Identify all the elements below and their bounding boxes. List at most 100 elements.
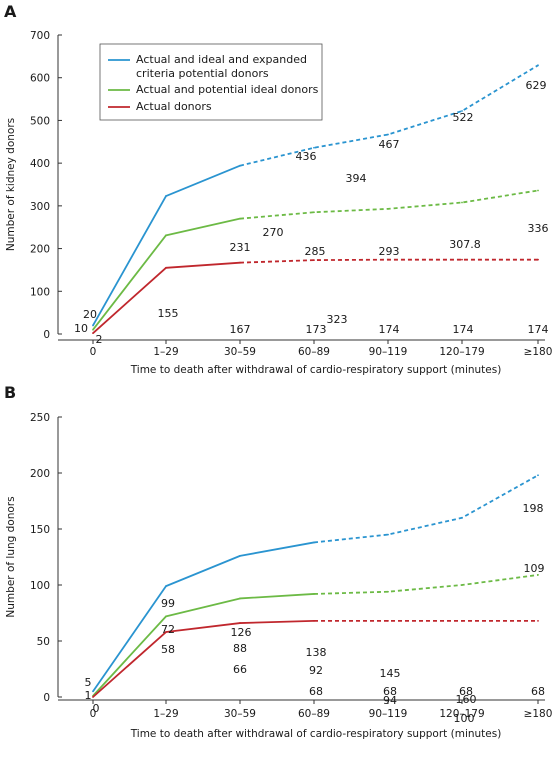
data-label: 68: [383, 685, 397, 698]
x-tick-label: 0: [90, 708, 97, 720]
data-label: 167: [230, 323, 251, 336]
data-label: 198: [523, 502, 544, 515]
x-tick-label: 60–89: [298, 346, 330, 358]
data-label: 100: [454, 712, 475, 725]
data-label: 126: [231, 626, 252, 639]
data-label: 629: [526, 79, 547, 92]
series-line-projected: [313, 474, 539, 544]
data-label: 68: [309, 685, 323, 698]
data-point: [387, 133, 389, 136]
data-point: [537, 64, 539, 67]
data-point: [537, 189, 539, 192]
legend-item: Actual donors: [108, 100, 212, 113]
data-label: 174: [379, 323, 400, 336]
series-line-projected: [239, 64, 539, 167]
data-label: 109: [524, 562, 545, 575]
x-tick-label: ≥180: [524, 346, 553, 358]
y-tick-label: 200: [30, 244, 50, 256]
y-tick-label: 600: [30, 73, 50, 85]
y-tick-label: 150: [30, 524, 50, 536]
data-point: [239, 164, 241, 167]
x-tick-label: 90–119: [369, 346, 408, 358]
y-tick-label: 400: [30, 158, 50, 170]
data-label: 2: [96, 333, 103, 346]
data-label: 394: [346, 172, 367, 185]
data-point: [165, 266, 167, 269]
y-tick-label: 100: [30, 580, 50, 592]
data-point: [313, 541, 315, 544]
data-point: [537, 258, 539, 261]
data-label: 467: [379, 138, 400, 151]
data-point: [461, 619, 463, 622]
data-point: [461, 258, 463, 261]
legend-label-line: Actual and ideal and expanded: [136, 53, 307, 66]
data-point: [313, 146, 315, 149]
data-point: [239, 554, 241, 557]
chart-panel-a: A 0 100 200 300 400 500 600 700 0 1–29 30–59 60–89 90…: [4, 2, 552, 376]
y-tick-label: 700: [30, 30, 50, 42]
data-label: 10: [74, 322, 88, 335]
data-point: [165, 585, 167, 588]
legend: Actual and ideal and expanded criteria po…: [99, 43, 323, 121]
x-tick-label: 120–179: [439, 708, 484, 720]
data-point: [387, 590, 389, 593]
y-tick-label: 250: [30, 412, 50, 424]
data-label: 20: [83, 308, 97, 321]
data-label: 231: [230, 241, 251, 254]
y-tick-label: 300: [30, 201, 50, 213]
data-label: 68: [531, 685, 545, 698]
y-tick-label: 200: [30, 468, 50, 480]
x-tick-label: 1–29: [153, 708, 178, 720]
legend-label: Actual and ideal and expanded criteria po…: [136, 53, 307, 80]
data-point: [239, 217, 241, 220]
x-tick-label: 30–59: [224, 346, 256, 358]
data-label: 138: [306, 646, 327, 659]
series-line-solid: [92, 619, 315, 698]
x-tick-label: 120–179: [439, 346, 484, 358]
legend-box: [99, 43, 323, 121]
series-line-solid: [92, 593, 315, 697]
legend-label-line: criteria potential donors: [136, 67, 269, 80]
data-label: 436: [296, 150, 317, 163]
data-label: 0: [93, 702, 100, 715]
y-axis-title: Number of kidney donors: [5, 118, 17, 251]
data-point: [313, 211, 315, 214]
legend-item: Actual and potential ideal donors: [108, 83, 319, 96]
data-point: [239, 597, 241, 600]
x-tick-label: 90–119: [369, 708, 408, 720]
series-line-projected: [313, 574, 539, 595]
data-point: [387, 619, 389, 622]
data-point: [537, 474, 539, 477]
data-point: [313, 259, 315, 262]
data-label: 99: [161, 597, 175, 610]
data-point: [537, 574, 539, 576]
data-point: [387, 258, 389, 261]
data-point: [537, 619, 539, 622]
data-label: 1: [85, 689, 92, 702]
data-point: [239, 261, 241, 264]
y-tick-label: 100: [30, 286, 50, 298]
panel-letter: A: [4, 2, 17, 21]
series-line-projected: [239, 189, 539, 220]
data-label: 94: [383, 694, 397, 707]
data-point: [239, 622, 241, 624]
x-tick-label: 0: [90, 346, 97, 358]
data-label: 72: [161, 623, 175, 636]
data-label: 173: [306, 323, 327, 336]
x-axis-title: Time to death after withdrawal of cardio…: [130, 728, 502, 740]
data-label: 323: [327, 313, 348, 326]
data-label: 5: [85, 676, 92, 689]
data-label: 293: [379, 245, 400, 258]
data-point: [165, 615, 167, 618]
data-label: 58: [161, 643, 175, 656]
data-label: 336: [528, 222, 549, 235]
x-tick-label: ≥180: [524, 708, 553, 720]
data-label: 174: [528, 323, 549, 336]
data-label: 145: [380, 667, 401, 680]
data-point: [92, 328, 94, 331]
series-line-solid: [92, 261, 241, 334]
data-point: [313, 619, 315, 622]
data-point: [92, 332, 94, 335]
